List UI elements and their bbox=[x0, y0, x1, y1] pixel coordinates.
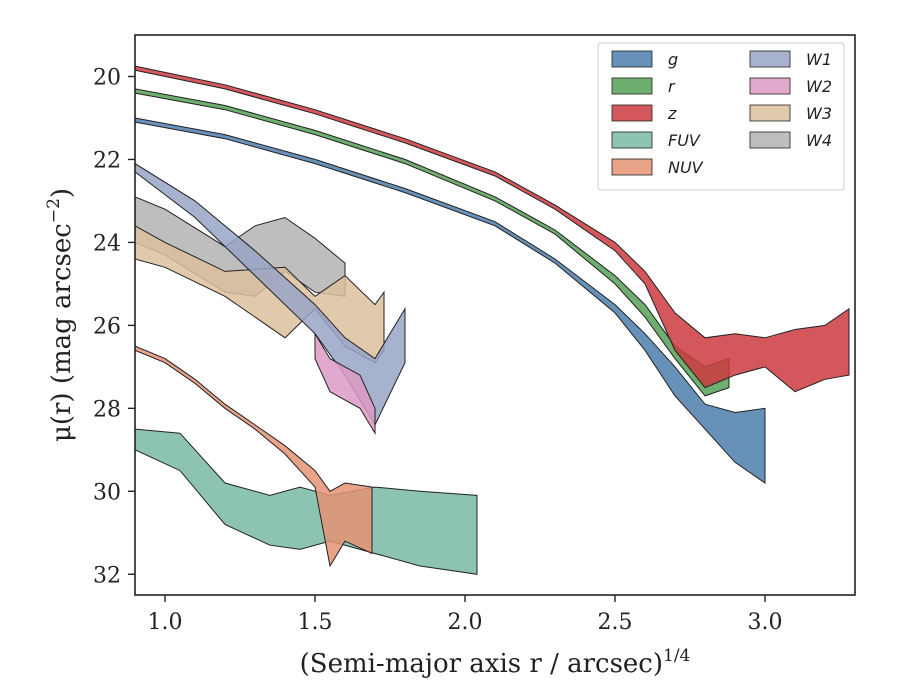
legend-swatch bbox=[611, 104, 653, 122]
legend-label: z bbox=[667, 104, 677, 123]
legend-label: W1 bbox=[806, 50, 832, 69]
area-z bbox=[135, 65, 850, 393]
area-nuv bbox=[135, 345, 373, 568]
legend-entry-fuv: FUV bbox=[611, 131, 701, 150]
y-axis-label: μ(r) (mag arcsec−2) bbox=[44, 188, 77, 442]
area-fuv bbox=[135, 428, 478, 575]
y-tick-label: 30 bbox=[93, 480, 121, 505]
x-axis-label: (Semi-major axis r / arcsec)1/4 bbox=[300, 646, 691, 679]
x-axis-ticks: 1.0 1.5 2.0 2.5 3.0 bbox=[148, 595, 783, 635]
y-tick-label: 20 bbox=[93, 65, 121, 90]
legend-entry-w4: W4 bbox=[749, 131, 832, 150]
y-axis-label-end: ) bbox=[47, 188, 77, 198]
legend-label: g bbox=[668, 50, 678, 69]
plot-frame bbox=[134, 34, 856, 596]
area-g bbox=[135, 117, 766, 484]
x-tick-label: 1.5 bbox=[298, 610, 333, 635]
legend-label: FUV bbox=[668, 131, 701, 150]
legend-swatch bbox=[749, 50, 791, 68]
legend-swatch bbox=[611, 50, 653, 68]
area-r bbox=[135, 88, 730, 397]
legend-entry-g: g bbox=[611, 50, 678, 69]
x-tick-label: 2.5 bbox=[598, 610, 633, 635]
x-axis-label-sup: 1/4 bbox=[663, 646, 690, 666]
y-tick-label: 24 bbox=[93, 231, 121, 256]
y-tick-label: 32 bbox=[93, 563, 121, 588]
legend-swatch bbox=[611, 131, 653, 149]
series-areas bbox=[135, 65, 850, 575]
legend: grz FUV NUV W1 W2 W3 W4 bbox=[597, 42, 845, 191]
y-tick-label: 22 bbox=[93, 148, 121, 173]
area-w2 bbox=[314, 331, 376, 435]
x-tick-label: 3.0 bbox=[748, 610, 783, 635]
legend-entry-w3: W3 bbox=[749, 104, 832, 123]
y-axis-label-sup: −2 bbox=[44, 198, 64, 223]
legend-label: W3 bbox=[806, 104, 832, 123]
legend-swatch bbox=[749, 104, 791, 122]
legend-entry-w2: W2 bbox=[749, 77, 832, 96]
legend-swatch bbox=[611, 77, 653, 95]
y-axis-ticks: 20 22 24 26 28 30 32 bbox=[93, 65, 135, 588]
legend-entry-z: z bbox=[611, 104, 677, 123]
x-axis-label-main: (Semi-major axis r / arcsec) bbox=[300, 649, 663, 679]
y-axis-label-main: μ(r) (mag arcsec bbox=[47, 223, 77, 442]
legend-swatch bbox=[749, 77, 791, 95]
legend-label: W4 bbox=[806, 131, 832, 150]
legend-label: NUV bbox=[668, 158, 704, 177]
y-tick-label: 28 bbox=[93, 397, 121, 422]
legend-entry-r: r bbox=[611, 77, 676, 96]
legend-swatch bbox=[749, 131, 791, 149]
legend-label: r bbox=[668, 77, 676, 96]
area-w1 bbox=[135, 163, 406, 426]
legend-entry-nuv: NUV bbox=[611, 158, 704, 177]
legend-label: W2 bbox=[806, 77, 832, 96]
legend-entry-w1: W1 bbox=[749, 50, 832, 69]
x-tick-label: 2.0 bbox=[448, 610, 483, 635]
legend-swatch bbox=[611, 158, 653, 176]
x-tick-label: 1.0 bbox=[148, 610, 183, 635]
y-tick-label: 26 bbox=[93, 314, 121, 339]
